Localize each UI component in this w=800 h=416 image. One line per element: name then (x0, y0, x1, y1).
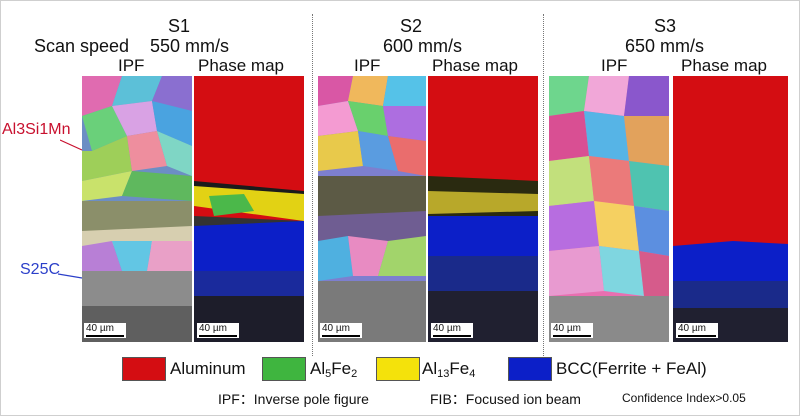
formula-al: Al (422, 359, 438, 378)
legend-label-bcc: BCC(Ferrite + FeAl) (556, 359, 707, 378)
scale-line (678, 335, 716, 337)
col1-speed: 550 mm/s (150, 36, 230, 56)
col3-phase-label: Phase map (681, 56, 767, 75)
scan-speed-label: Scan speed (34, 36, 130, 56)
scale-line (322, 335, 360, 337)
legend-swatch-al13fe4 (376, 357, 420, 381)
bottom-material-label: S25C (20, 261, 61, 278)
legend-swatch-bcc (508, 357, 552, 381)
legend-label-aluminum: Aluminum (170, 359, 246, 378)
top-material-label: Al3Si1Mn (2, 121, 71, 138)
col2-ipf-label: IPF (354, 56, 381, 75)
s3-phase-scalebar: 40 µm (676, 323, 718, 338)
s2-ipf-scalebar: 40 µm (320, 323, 362, 338)
col1-title: S1 (168, 16, 191, 36)
scale-label: 40 µm (433, 323, 461, 334)
scale-line (86, 335, 124, 337)
legend-label-al5fe2: Al5Fe2 (310, 359, 357, 380)
s2-ipf-map (318, 76, 426, 342)
formula-sub1: 5 (325, 368, 332, 380)
scale-label: 40 µm (86, 323, 114, 334)
formula-fe: Fe (331, 359, 352, 378)
scale-line (199, 335, 237, 337)
col1-phase-label: Phase map (198, 56, 284, 75)
col3-title: S3 (654, 16, 677, 36)
s2-phase-map (428, 76, 538, 342)
col3-ipf-label: IPF (601, 56, 628, 75)
scale-line (433, 335, 471, 337)
col3-speed: 650 mm/s (625, 36, 705, 56)
col1-ipf-label: IPF (118, 56, 145, 75)
formula-sub2: 2 (351, 368, 358, 380)
top-material-pointer (60, 139, 83, 151)
col2-phase-label: Phase map (432, 56, 518, 75)
column-separator-2 (543, 14, 544, 356)
column-separator-1 (312, 14, 313, 356)
scale-label: 40 µm (322, 323, 350, 334)
footnote-ipf: IPF：Inverse pole figure (218, 391, 369, 407)
scale-label: 40 µm (678, 323, 706, 334)
formula-sub1: 13 (437, 368, 450, 380)
s3-phase-map (673, 76, 788, 342)
s1-ipf-scalebar: 40 µm (84, 323, 126, 338)
footnote-confidence-index: Confidence Index>0.05 (622, 391, 746, 405)
legend-swatch-al5fe2 (262, 357, 306, 381)
s3-ipf-scalebar: 40 µm (551, 323, 593, 338)
col2-title: S2 (400, 16, 423, 36)
col2-speed: 600 mm/s (383, 36, 463, 56)
s1-phase-map (194, 76, 304, 342)
legend-swatch-aluminum (122, 357, 166, 381)
s1-ipf-map (82, 76, 192, 342)
scale-label: 40 µm (553, 323, 581, 334)
footnote-fib: FIB：Focused ion beam (430, 391, 581, 407)
s1-phase-scalebar: 40 µm (197, 323, 239, 338)
formula-sub2: 4 (469, 368, 476, 380)
scale-label: 40 µm (199, 323, 227, 334)
formula-fe: Fe (449, 359, 470, 378)
bottom-material-pointer (58, 273, 83, 279)
s2-phase-scalebar: 40 µm (431, 323, 473, 338)
s3-ipf-map (549, 76, 669, 342)
scale-line (553, 335, 591, 337)
formula-al: Al (310, 359, 326, 378)
legend-label-al13fe4: Al13Fe4 (422, 359, 475, 380)
